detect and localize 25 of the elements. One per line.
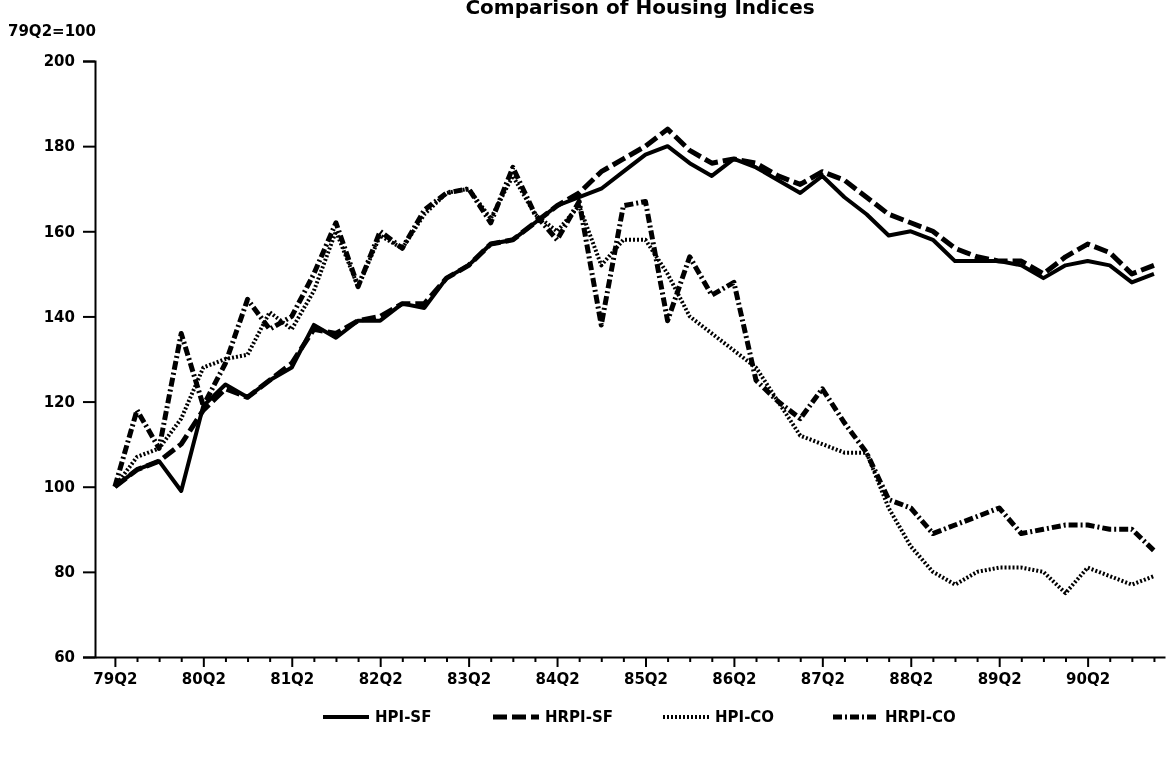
y-tick-label: 180	[43, 137, 75, 156]
x-tick-label: 87Q2	[800, 669, 845, 688]
legend-label: HRPI-SF	[545, 708, 613, 726]
x-tick-label: 90Q2	[1066, 669, 1111, 688]
x-tick-label: 80Q2	[181, 669, 226, 688]
x-tick-label: 88Q2	[889, 669, 934, 688]
x-tick-label: 79Q2	[93, 669, 138, 688]
x-tick-label: 83Q2	[447, 669, 492, 688]
x-tick-label: 85Q2	[623, 669, 669, 688]
y-tick-label: 60	[54, 648, 75, 667]
y-axis-title: 79Q2=100	[8, 22, 96, 40]
legend-label: HRPI-CO	[885, 708, 956, 726]
y-tick-label: 80	[54, 563, 75, 582]
x-tick-label: 86Q2	[712, 669, 757, 688]
y-tick-label: 120	[43, 392, 75, 411]
legend-label: HPI-CO	[715, 708, 775, 726]
x-tick-label: 82Q2	[358, 669, 403, 688]
x-tick-label: 84Q2	[535, 669, 580, 688]
x-tick-label: 81Q2	[270, 669, 315, 688]
y-tick-label: 200	[43, 52, 75, 71]
x-tick-label: 89Q2	[977, 669, 1022, 688]
y-tick-label: 140	[43, 307, 75, 326]
legend-label: HPI-SF	[375, 708, 432, 726]
y-tick-label: 100	[43, 478, 75, 497]
y-tick-label: 160	[43, 222, 75, 241]
